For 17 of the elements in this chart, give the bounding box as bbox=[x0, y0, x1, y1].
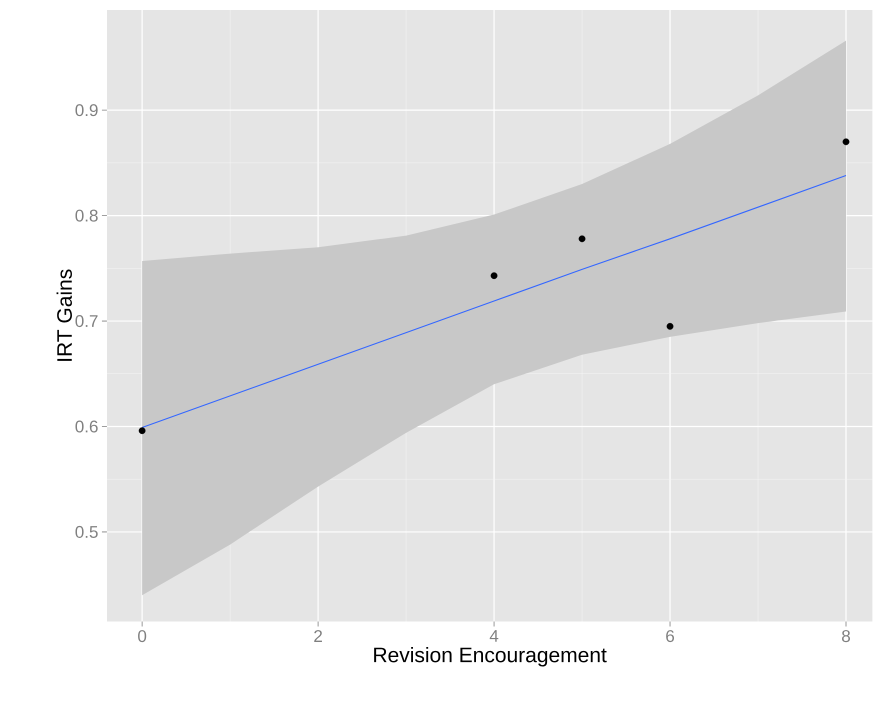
point bbox=[578, 236, 586, 242]
y-tick-label: 0.9 bbox=[75, 104, 98, 116]
point bbox=[666, 323, 674, 330]
x-tick-label: 6 bbox=[666, 630, 674, 642]
x-tick-label: 8 bbox=[842, 630, 850, 642]
x-tick-label: 0 bbox=[138, 630, 146, 642]
point bbox=[842, 138, 850, 146]
y-tick-label: 0.8 bbox=[75, 210, 98, 222]
y-tick-label: 0.5 bbox=[75, 526, 98, 538]
point bbox=[490, 272, 498, 280]
x-tick-label: 4 bbox=[490, 630, 498, 642]
x-axis-title: Revision Encouragement bbox=[374, 647, 607, 667]
y-axis-title: IRT Gains bbox=[56, 270, 72, 362]
y-tick-label: 0.7 bbox=[75, 315, 98, 328]
y-tick-label: 0.6 bbox=[75, 420, 98, 433]
x-tick-label: 2 bbox=[314, 630, 322, 642]
point bbox=[138, 428, 146, 434]
